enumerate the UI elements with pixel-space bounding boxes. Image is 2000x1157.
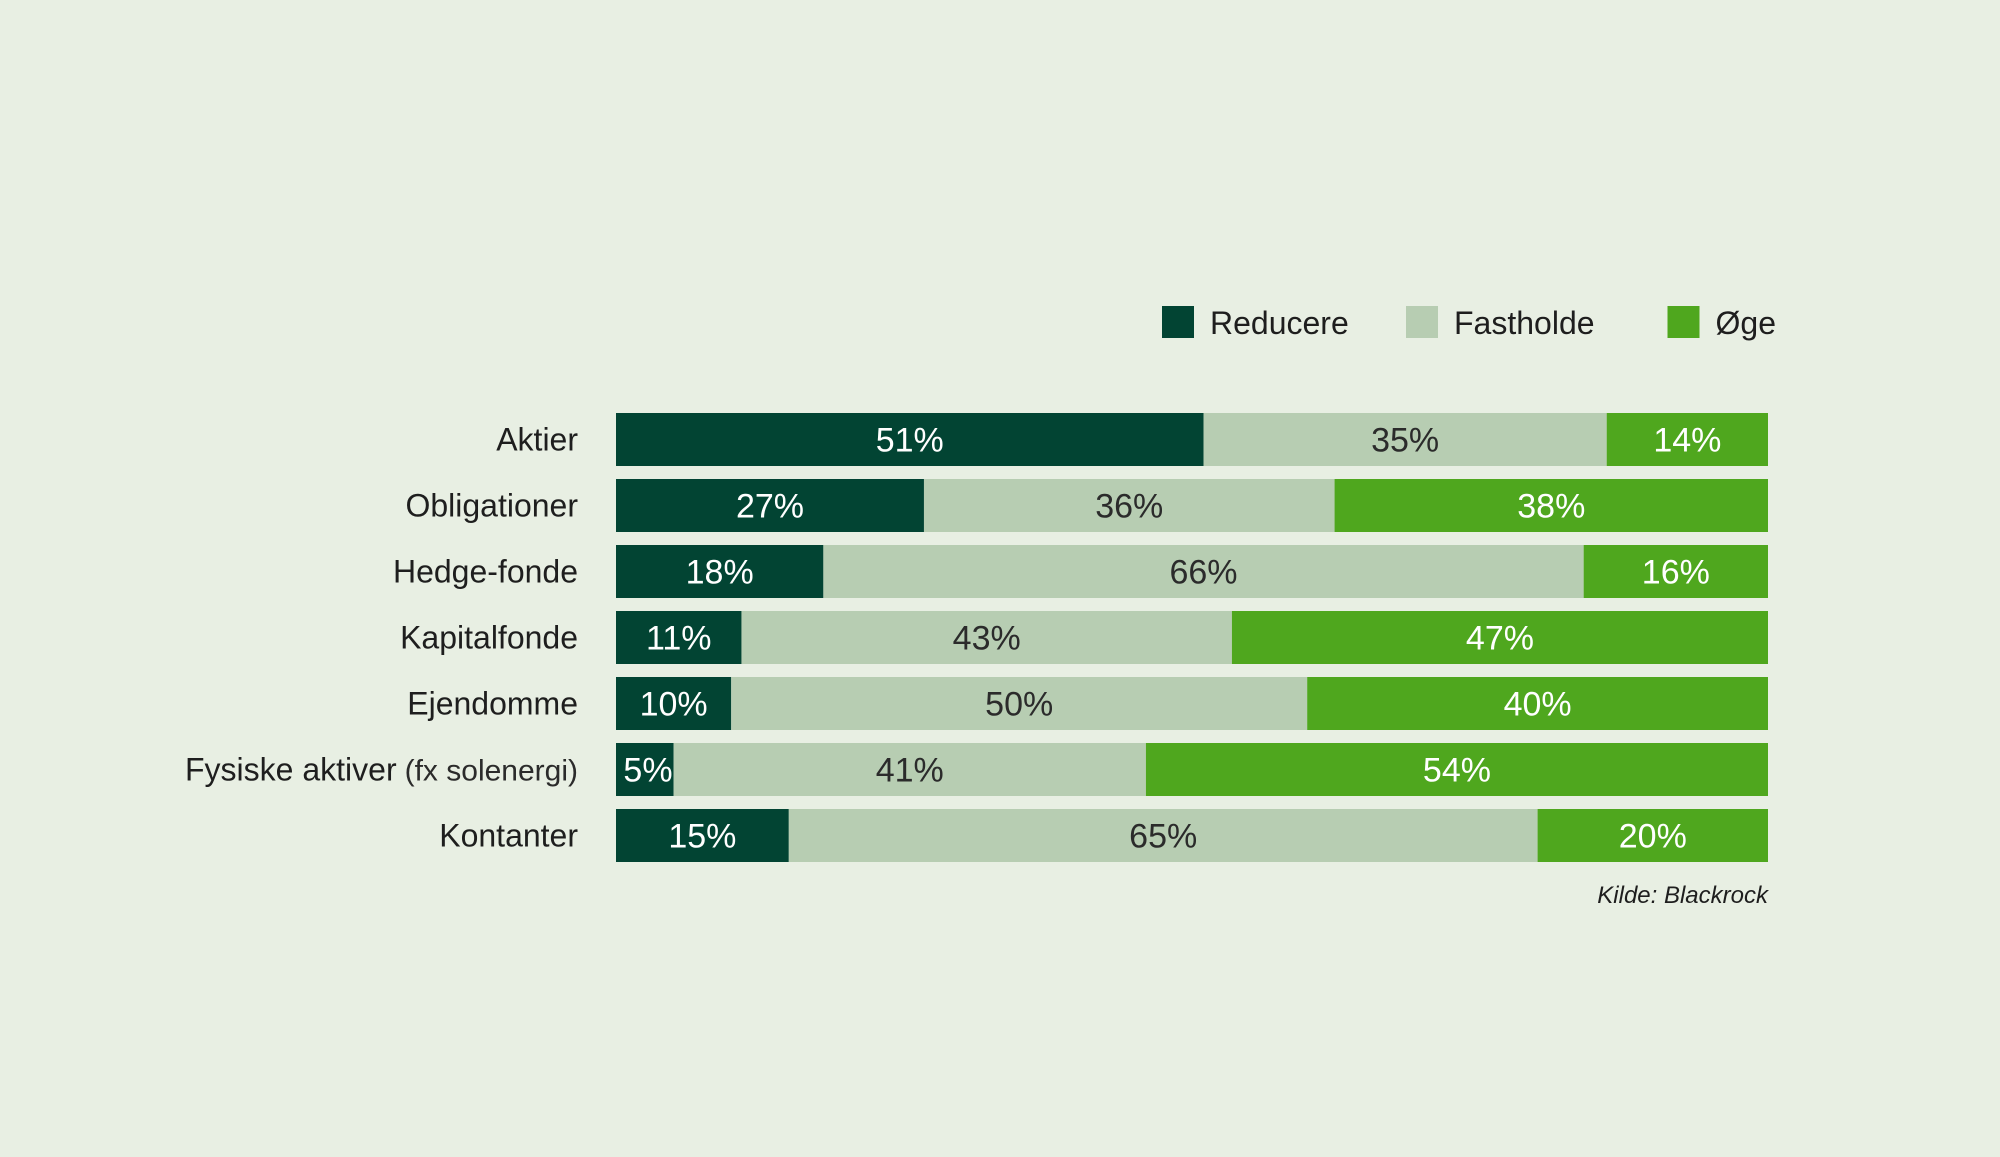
bar-row-ejendomme: Ejendomme 10% 50% 40% bbox=[407, 677, 1768, 730]
data-label: 35% bbox=[1371, 422, 1439, 460]
legend-label: Fastholde bbox=[1454, 305, 1595, 341]
data-label: 18% bbox=[686, 554, 754, 592]
data-label: 47% bbox=[1466, 620, 1534, 658]
bar-segment-fastholde bbox=[788, 809, 1538, 862]
bar-segment-reducere bbox=[616, 809, 789, 862]
data-label: 65% bbox=[1129, 818, 1197, 856]
bar-segment-reducere bbox=[616, 677, 732, 730]
bar-segment-reducere bbox=[616, 611, 742, 664]
bar-row-kapitalfonde: Kapitalfonde 11% 43% 47% bbox=[400, 611, 1768, 664]
bar-segment-reducere bbox=[616, 743, 674, 796]
legend-label: Reducere bbox=[1210, 305, 1349, 341]
bar-segment-fastholde bbox=[1203, 413, 1607, 466]
legend-label: Øge bbox=[1716, 305, 1776, 341]
bar-row-fysiske-aktiver: Fysiske aktiver (fx solenergi) 5% 41% 54% bbox=[185, 743, 1768, 796]
data-label: 50% bbox=[985, 686, 1053, 724]
bar-segment-oege bbox=[1145, 743, 1768, 796]
source-note: Kilde: Blackrock bbox=[1597, 882, 1770, 909]
data-label: 11% bbox=[646, 620, 712, 658]
category-label: Kontanter bbox=[439, 818, 578, 854]
legend-swatch bbox=[1406, 306, 1438, 338]
bar-segment-fastholde bbox=[741, 611, 1232, 664]
data-label: 38% bbox=[1517, 488, 1585, 526]
data-label: 41% bbox=[876, 752, 944, 790]
data-label: 15% bbox=[668, 818, 736, 856]
bar-segment-oege bbox=[1606, 413, 1768, 466]
bar-segment-oege bbox=[1231, 611, 1768, 664]
bar-segment-oege bbox=[1583, 545, 1768, 598]
data-label: 20% bbox=[1619, 818, 1687, 856]
data-label: 14% bbox=[1653, 422, 1721, 460]
bar-segment-fastholde bbox=[731, 677, 1308, 730]
bar-segment-oege bbox=[1334, 479, 1768, 532]
bar-row-obligationer: Obligationer 27% 36% 38% bbox=[405, 479, 1768, 532]
bar-segment-fastholde bbox=[673, 743, 1146, 796]
data-label: 16% bbox=[1642, 554, 1710, 592]
bar-segment-oege bbox=[1537, 809, 1768, 862]
bar-segment-reducere bbox=[616, 479, 924, 532]
data-label: 10% bbox=[640, 686, 708, 724]
category-label: Aktier bbox=[496, 422, 578, 458]
data-label: 51% bbox=[876, 422, 944, 460]
category-label: Fysiske aktiver (fx solenergi) bbox=[185, 752, 578, 788]
bar-segment-reducere bbox=[616, 545, 824, 598]
bar-row-hedge-fonde: Hedge-fonde 18% 66% 16% bbox=[393, 545, 1768, 598]
data-label: 40% bbox=[1504, 686, 1572, 724]
bar-row-kontanter: Kontanter 15% 65% 20% bbox=[439, 809, 1768, 862]
bar-segment-fastholde bbox=[923, 479, 1335, 532]
data-label: 27% bbox=[736, 488, 804, 526]
bar-row-aktier: Aktier 51% 35% 14% bbox=[496, 413, 1768, 466]
data-label: 43% bbox=[953, 620, 1021, 658]
legend-item-reducere: Reducere bbox=[1162, 305, 1349, 341]
category-label: Obligationer bbox=[405, 488, 578, 524]
category-label: Hedge-fonde bbox=[393, 554, 578, 590]
legend: Reducere Fastholde Øge bbox=[1162, 305, 1776, 341]
bar-segment-reducere bbox=[616, 413, 1204, 466]
legend-swatch bbox=[1162, 306, 1194, 338]
data-label: 36% bbox=[1095, 488, 1163, 526]
legend-swatch bbox=[1667, 306, 1700, 338]
data-label: 5% bbox=[623, 752, 672, 790]
data-label: 66% bbox=[1169, 554, 1237, 592]
category-label: Kapitalfonde bbox=[400, 620, 578, 656]
data-label: 54% bbox=[1423, 752, 1491, 790]
chart-rows: Aktier 51% 35% 14% Obligationer 27% 36% 38% Hedg… bbox=[185, 413, 1768, 862]
category-label: Ejendomme bbox=[407, 686, 578, 722]
category-note: (fx solenergi) bbox=[405, 755, 578, 788]
legend-item-fastholde: Fastholde bbox=[1406, 305, 1595, 341]
bar-segment-oege bbox=[1307, 677, 1768, 730]
legend-item-oege: Øge bbox=[1667, 305, 1776, 341]
bar-segment-fastholde bbox=[823, 545, 1584, 598]
